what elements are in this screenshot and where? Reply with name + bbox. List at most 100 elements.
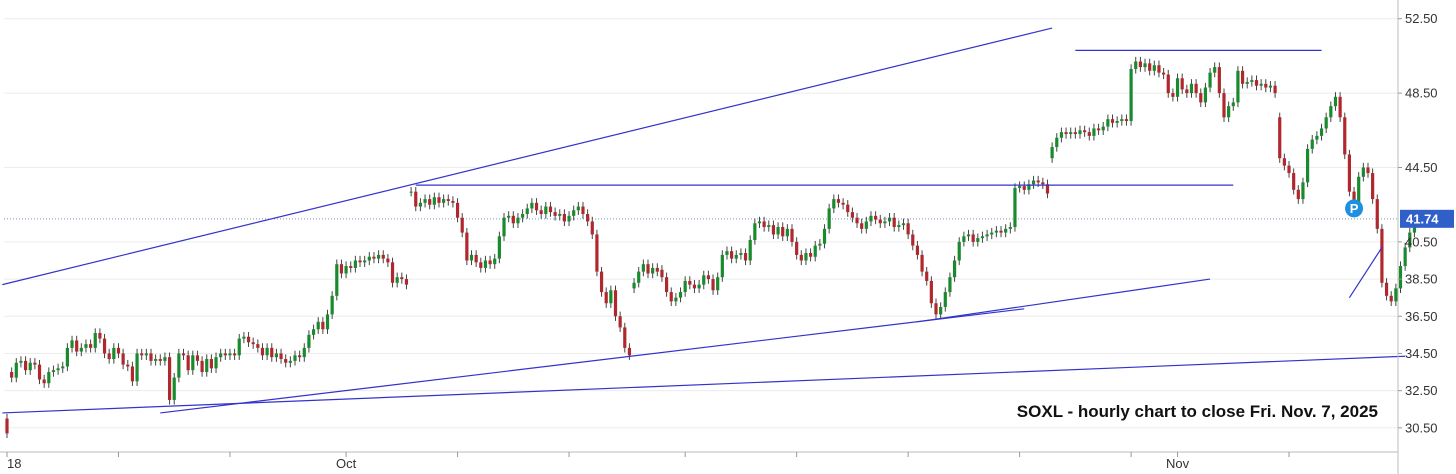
candle-up (172, 377, 176, 400)
candle-up (818, 243, 822, 246)
candle-down (915, 245, 920, 255)
candle-up (1078, 130, 1082, 135)
candle-down (562, 213, 566, 222)
candle-up (1357, 176, 1361, 205)
candle-down (98, 332, 102, 339)
candle-up (544, 206, 548, 214)
candle-up (994, 230, 998, 233)
candle-up (1120, 119, 1124, 122)
candle-up (1129, 68, 1133, 122)
candle-up (776, 227, 780, 235)
candle-down (1282, 158, 1286, 166)
candle-down (1194, 83, 1198, 94)
candle-down (920, 254, 924, 272)
candle-up (651, 267, 655, 274)
candle-up (785, 228, 789, 237)
candle-up (288, 360, 292, 363)
candle-up (497, 236, 501, 259)
candle-up (883, 221, 887, 224)
candle-up (423, 199, 427, 203)
candle-up (65, 347, 69, 367)
candle-down (655, 267, 659, 272)
candle-down (488, 260, 492, 265)
candle-up (1310, 139, 1314, 149)
candle-up (702, 275, 706, 285)
p-marker: P (1345, 199, 1364, 218)
candle-up (1013, 187, 1017, 227)
candle-down (1347, 154, 1352, 192)
candle-up (962, 236, 966, 242)
candle-down (795, 241, 799, 255)
candle-down (1264, 83, 1268, 88)
candle-up (720, 254, 724, 278)
candle-up (1306, 148, 1310, 183)
candle-up (887, 217, 892, 222)
candle-down (1254, 80, 1259, 86)
candle-down (251, 342, 255, 345)
candle-up (516, 217, 520, 224)
candle-down (298, 355, 302, 358)
candle-down (107, 353, 111, 360)
candle-down (349, 266, 353, 268)
candle-up (1361, 167, 1365, 177)
candle-up (144, 353, 148, 356)
candle-up (469, 254, 474, 261)
axes (0, 0, 1399, 474)
candle-down (925, 271, 929, 281)
candle-down (781, 227, 785, 237)
candle-down (1064, 132, 1068, 135)
candle-down (743, 253, 748, 261)
candle-down (121, 353, 125, 365)
candle-down (1296, 189, 1300, 200)
candle-down (1222, 93, 1226, 118)
candle-down (623, 327, 627, 348)
candle-up (61, 366, 65, 369)
chart-annotation: SOXL - hourly chart to close Fri. Nov. 7… (1016, 402, 1378, 421)
candle-up (572, 210, 576, 216)
candle-up (827, 208, 831, 229)
candle-down (762, 221, 766, 227)
candle-down (1166, 74, 1170, 94)
candle-up (976, 238, 980, 242)
candle-down (581, 206, 585, 214)
candle-down (1371, 173, 1375, 200)
candle-up (966, 234, 971, 237)
candle-up (1408, 232, 1412, 248)
candle-down (246, 336, 251, 343)
candle-up (1152, 65, 1156, 71)
candle-down (400, 277, 404, 280)
candle-up (1324, 117, 1328, 129)
candle-down (223, 353, 227, 356)
candle-up (507, 215, 511, 218)
candle-down (181, 353, 186, 356)
candle-down (1384, 282, 1389, 296)
candle-down (1162, 72, 1166, 75)
candle-down (892, 217, 896, 227)
candle-up (237, 338, 241, 356)
candle-up (28, 362, 32, 371)
candle-down (1352, 191, 1356, 205)
candle-up (1329, 106, 1333, 118)
candle-up (1250, 80, 1254, 82)
candle-up (242, 336, 246, 339)
x-tick-label: Nov (1166, 456, 1190, 471)
candle-up (47, 372, 51, 384)
candle-up (377, 254, 381, 259)
candle-up (363, 260, 367, 263)
candles (5, 56, 1417, 439)
candle-down (89, 344, 93, 348)
candle-down (455, 202, 460, 218)
candle-down (855, 217, 859, 224)
candle-up (748, 240, 752, 261)
candle-up (869, 215, 873, 222)
candle-down (660, 269, 664, 278)
candle-up (1018, 186, 1022, 188)
candle-down (878, 219, 882, 224)
candle-up (948, 277, 952, 293)
candle-down (836, 199, 841, 203)
candle-down (1083, 130, 1087, 133)
candle-down (1045, 184, 1050, 194)
candle-down (1036, 180, 1040, 183)
candle-down (586, 213, 590, 222)
